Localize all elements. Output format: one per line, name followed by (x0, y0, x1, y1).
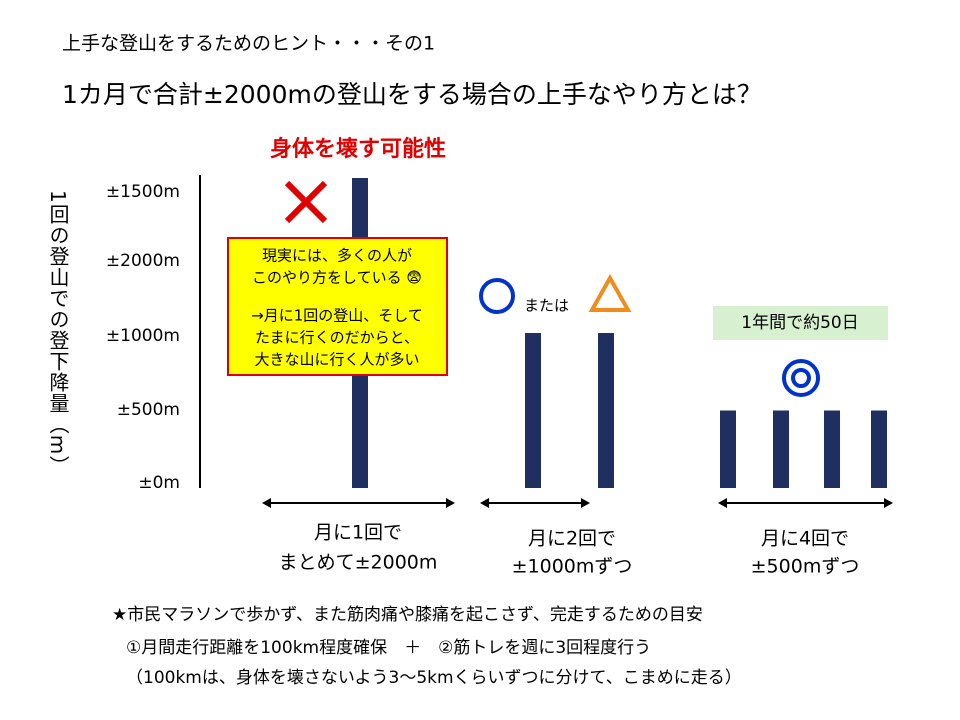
y-axis-label: 1回の登山での登下降量（m） (46, 190, 70, 477)
note-text: このやり方をしている 😨 (252, 269, 422, 287)
y-tick-label: ±500m (117, 400, 180, 420)
y-tick-label: ±2000m (106, 251, 180, 271)
y-tick-label: ±0m (138, 473, 180, 493)
note-text: 大きな山に行く人が多い (254, 351, 419, 369)
group-label: 月に2回で (528, 528, 616, 550)
group-label: 月に4回で (761, 528, 849, 550)
bar (720, 410, 736, 488)
double-circle-symbol (782, 359, 820, 397)
arrow-head (581, 498, 590, 508)
or-text: または (524, 297, 569, 315)
arrow-head (446, 498, 455, 508)
group-label: ±1000mずつ (512, 556, 633, 578)
note-text: →月に1回の登山、そして (251, 307, 423, 325)
cross (284, 180, 328, 224)
y-tick-label: ±1000m (106, 326, 180, 346)
arrow-head (262, 498, 271, 508)
note-text: 現実には、多くの人が (262, 247, 412, 265)
subtitle: 上手な登山をするためのヒント・・・その1 (62, 33, 435, 55)
y-tick-label: ±1500m (106, 182, 180, 202)
yearly-box (713, 306, 888, 340)
footer-line: （100kmは、身体を壊さないよう3～5kmくらいずつに分けて、こまめに走る） (126, 668, 742, 688)
bar (871, 410, 887, 488)
group-label: まとめて±2000m (279, 552, 438, 574)
bar (824, 410, 840, 488)
arrow-head (480, 498, 489, 508)
note-text: たまに行くのだからと、 (255, 329, 419, 347)
yearly-text: 1年間で約50日 (741, 313, 858, 333)
warning: 身体を壊す可能性 (270, 136, 446, 162)
bar (598, 333, 614, 488)
footer-line: ★市民マラソンで歩かず、また筋肉痛や膝痛を起こさず、完走するための目安 (112, 605, 703, 625)
bar (525, 333, 541, 488)
group-label: ±500mずつ (751, 556, 860, 578)
bar (773, 410, 789, 488)
arrow-head (884, 498, 893, 508)
arrow-head (718, 498, 727, 508)
circle-symbol (479, 278, 515, 314)
group-label: 月に1回で (314, 522, 402, 544)
triangle-symbol (588, 273, 632, 312)
footer-line: ①月間走行距離を100km程度確保 ＋ ②筋トレを週に3回程度行う (126, 638, 651, 658)
title: 1カ月で合計±2000mの登山をする場合の上手なやり方とは？ (62, 80, 762, 109)
note-box (227, 237, 448, 376)
